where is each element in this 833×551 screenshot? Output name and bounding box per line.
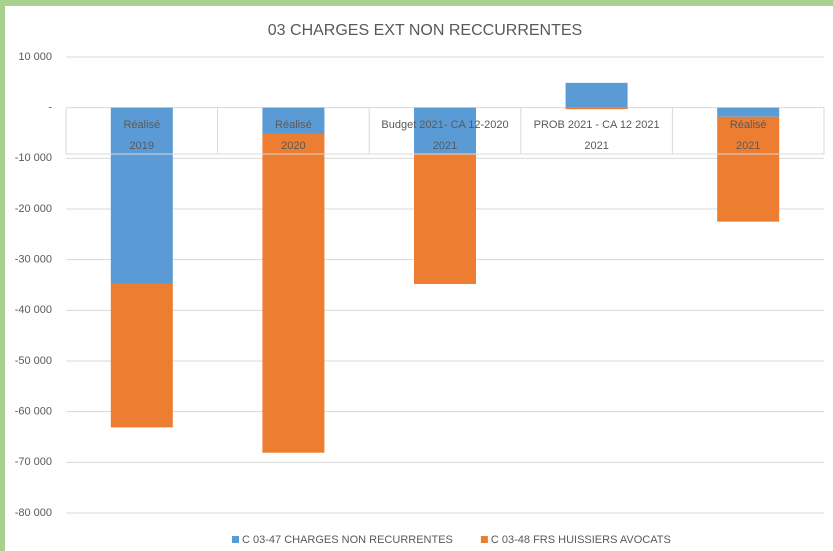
bar (414, 153, 476, 284)
x-tick-label: 2020 (281, 140, 305, 152)
y-tick-label: -60 000 (15, 406, 52, 418)
bar (414, 107, 476, 154)
x-tick-label: Réalisé (730, 119, 767, 131)
y-tick-label: -30 000 (15, 254, 52, 266)
bar (110, 283, 173, 428)
bar (717, 116, 780, 222)
y-tick-label: -40 000 (15, 304, 52, 316)
bar (565, 107, 628, 110)
x-tick-label: Réalisé (123, 119, 160, 131)
legend-swatch (232, 536, 239, 543)
bar (565, 82, 628, 108)
x-tick-label: PROB 2021 - CA 12 2021 (534, 119, 660, 131)
x-tick-label: 2021 (584, 140, 608, 152)
legend-label: C 03-47 CHARGES NON RECURRENTES (242, 534, 453, 546)
y-tick-label: -10 000 (15, 152, 52, 164)
legend-label: C 03-48 FRS HUISSIERS AVOCATS (491, 534, 671, 546)
x-tick-label: Réalisé (275, 119, 312, 131)
x-tick-label: 2019 (130, 140, 154, 152)
legend-swatch (480, 536, 488, 543)
x-tick-label: 2021 (736, 140, 760, 152)
y-tick-label: - (48, 102, 52, 114)
y-tick-label: 10 000 (18, 51, 52, 63)
frame-top (0, 0, 833, 6)
bar (110, 107, 173, 284)
y-tick-label: -80 000 (15, 507, 52, 519)
frame-left (0, 0, 5, 551)
bar (717, 107, 780, 117)
y-tick-label: -70 000 (15, 456, 52, 468)
x-tick-label: Budget 2021- CA 12-2020 (381, 119, 508, 131)
chart-title: 03 CHARGES EXT NON RECCURRENTES (268, 22, 582, 39)
x-tick-label: 2021 (433, 140, 457, 152)
y-tick-label: -20 000 (15, 203, 52, 215)
bar (262, 107, 325, 134)
y-tick-label: -50 000 (15, 355, 52, 367)
bar (262, 133, 325, 453)
